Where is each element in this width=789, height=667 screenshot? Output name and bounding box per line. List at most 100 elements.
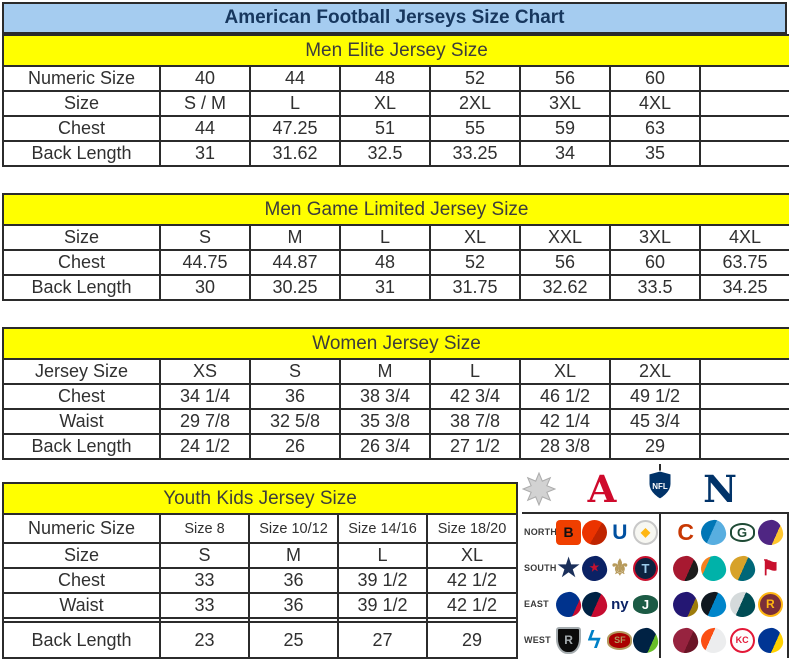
section-header: Men Elite Jersey Size [1,34,789,67]
panthers-logo [700,590,728,618]
size-cell: 42 3/4 [429,383,521,410]
size-cell: 59 [519,115,611,142]
bengals-logo: B [556,519,582,545]
row-label: Chest [2,567,161,594]
size-cell: XL [519,358,611,385]
size-cell: 26 3/4 [339,433,431,460]
size-cell: 34 1/4 [159,383,251,410]
bottom-section: Youth Kids Jersey Size Numeric Size Size … [0,460,789,659]
fortyniners-logo: SF [607,630,633,650]
gap [0,167,789,193]
division-label: NORTH [524,527,558,537]
size-cell: 47.25 [249,115,341,142]
size-cell: 27 1/2 [429,433,521,460]
section-header: Women Jersey Size [1,327,789,360]
size-cell: 35 [609,140,701,167]
cardinals-logo [671,626,700,654]
nfc-logo: N [703,467,737,511]
colts-logo: U [612,520,628,544]
size-cell: S [159,224,251,251]
size-cell: 27 [337,621,428,659]
size-cell: 32.62 [519,274,611,301]
packers-logo: G [729,522,755,542]
size-cell: Size 8 [159,513,250,544]
spacer-cell [337,617,428,623]
row-label: Chest [2,115,161,142]
row-label: Waist [2,408,161,435]
redskins-logo: R [757,591,783,617]
size-cell: 29 [609,433,701,460]
texans-logo: ★ [580,554,608,582]
section-header-row: Men Elite Jersey Size [1,34,789,67]
table-row: Chest 33 36 39 1/2 42 1/2 [2,567,519,594]
size-cell: 44.87 [249,249,341,276]
size-cell: 44 [159,115,251,142]
raiders-logo: R [556,626,582,654]
size-cell: 29 [425,621,519,659]
nfc-team-logos: KC [670,626,786,654]
row-label: Chest [2,249,161,276]
ravens-logo [671,590,700,618]
section-header-row: Men Game Limited Jersey Size [2,193,789,226]
size-cell: 30 [159,274,251,301]
size-cell: S / M [159,90,251,117]
size-cell: 2XL [429,90,521,117]
size-cell [698,408,789,435]
size-cell [698,433,789,460]
size-cell: 31.75 [429,274,521,301]
youth-table-wrap: Youth Kids Jersey Size Numeric Size Size … [0,482,519,659]
size-cell: 44 [249,65,341,92]
eagles-logo [728,590,756,618]
table-row: Chest 44.75 44.87 48 52 56 60 63.75 [2,249,789,276]
size-cell: 35 3/8 [339,408,431,435]
table-row: Numeric Size 40 44 48 52 56 60 [2,65,789,92]
row-label: Waist [2,592,161,619]
row-label: Back Length [2,274,161,301]
section-header-row: Youth Kids Jersey Size [1,482,519,515]
nfl-shield-icon: NFL [647,470,673,505]
division-label: WEST [524,635,551,645]
row-label: Jersey Size [2,358,161,385]
titans-logo: T [633,555,658,581]
jaguars-logo [728,554,756,582]
size-cell: 24 1/2 [159,433,251,460]
size-cell: 4XL [699,224,789,251]
spacer-cell [425,617,519,623]
buccaneers-logo: ⚑ [760,556,780,580]
table-row: Size S M L XL [2,542,519,569]
size-cell: 46 1/2 [519,383,611,410]
shield-divider-stub [659,464,662,476]
jets-logo: J [633,594,658,614]
table-row: Chest 44 47.25 51 55 59 63 [2,115,789,142]
table-row: Numeric Size Size 8 Size 10/12 Size 14/16 Si… [2,513,519,544]
size-cell: 40 [159,65,251,92]
size-cell: 33 [159,592,250,619]
size-cell: 30.25 [249,274,341,301]
size-cell: 48 [339,249,431,276]
seahawks-logo [631,626,660,654]
falcons-logo [671,554,700,582]
afc-team-logos: ny J [554,590,658,618]
size-cell [698,383,789,410]
size-cell: 25 [248,621,339,659]
size-cell: M [339,358,431,385]
size-cell: XL [425,542,519,569]
size-cell: 48 [339,65,431,92]
conference-header: A NFL N [522,464,789,514]
size-cell: Size 18/20 [425,513,519,544]
size-cell: 31.62 [249,140,341,167]
size-cell: L [337,542,428,569]
size-cell: 44.75 [159,249,251,276]
size-cell: 31 [339,274,431,301]
size-cell: 32 5/8 [249,408,341,435]
size-cell: 51 [339,115,431,142]
size-cell: 42 1/2 [425,592,519,619]
size-cell: 52 [429,65,521,92]
size-cell: 36 [249,383,341,410]
women-size-table: Women Jersey Size Jersey Size XS S M L XL 2XL C… [1,327,789,460]
size-cell [698,358,789,385]
size-cell: 23 [159,621,250,659]
cowboys-logo: ★ [557,553,580,582]
